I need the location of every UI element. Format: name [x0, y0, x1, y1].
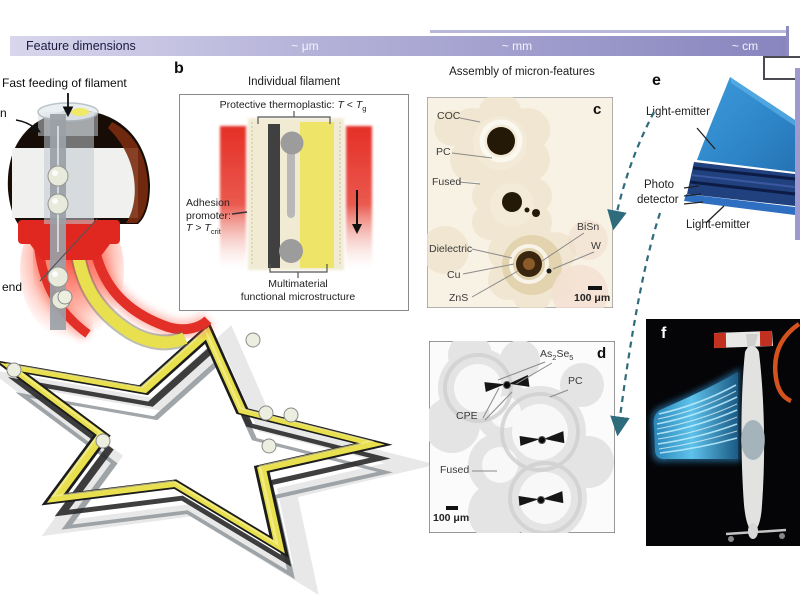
label-w: W	[591, 240, 601, 252]
scale-bar-c	[588, 286, 602, 290]
yellow-core	[300, 122, 334, 268]
panel-a-top-label: Fast feeding of filament	[2, 76, 127, 90]
red-cladding-right	[346, 126, 372, 268]
bowtie-features	[484, 375, 565, 506]
panel-b-protective-label: Protective thermoplastic: T < Tg	[219, 99, 367, 114]
dark-electrode	[268, 124, 280, 268]
scale-bar-end-tick	[786, 26, 789, 66]
airplane	[713, 330, 787, 542]
light-emitter-bottom-sheet	[684, 194, 795, 215]
red-cladding-left	[220, 126, 246, 268]
label-as2se5: As2Se5	[540, 348, 574, 363]
label-photo: Photo	[644, 179, 675, 191]
printer-nozzle	[7, 102, 150, 330]
printed-star	[0, 322, 430, 596]
label-cu: Cu	[447, 269, 461, 281]
label-light-emitter-top: Light-emitter	[646, 106, 710, 118]
panel-b-letter: b	[174, 60, 184, 77]
label-bisn: BiSn	[577, 221, 600, 233]
glowing-wing-fabric	[650, 368, 740, 463]
label-cpe: CPE	[456, 410, 478, 422]
label-coc: COC	[437, 110, 461, 122]
panel-b-title: Individual filament	[247, 76, 341, 88]
panel-a-leaders	[15, 93, 98, 282]
stack-side	[687, 162, 795, 206]
label-detector: detector	[637, 194, 679, 206]
sphere-bottom	[279, 239, 303, 263]
sphere-top	[280, 131, 304, 155]
panel-a-illustration	[0, 93, 430, 596]
scale-tick-um: ~ μm	[291, 39, 319, 53]
scale-bar-d	[446, 506, 458, 510]
panel-d-leader-lines	[472, 361, 569, 472]
label-light-emitter-bottom: Light-emitter	[686, 219, 750, 231]
scale-bar-label: Feature dimensions	[26, 39, 136, 53]
scale-text-d: 100 μm	[433, 512, 470, 524]
panel-d-micrograph	[429, 341, 615, 533]
scale-tick-cm: ~ cm	[731, 39, 759, 53]
scale-bar-topline	[430, 30, 787, 33]
legend-box-cutoff	[763, 56, 800, 80]
panel-c-leader-lines	[451, 117, 595, 298]
label-dielectric: Dielectric	[429, 243, 473, 255]
label-fused-c: Fused	[432, 176, 462, 188]
scale-tick-mm: ~ mm	[501, 39, 533, 53]
panel-d-letter: d	[597, 345, 607, 362]
panel-f-photo	[646, 319, 800, 546]
panel-c-title: Assembly of micron-features	[449, 66, 595, 78]
label-zns: ZnS	[449, 292, 469, 304]
micro-features	[479, 119, 552, 284]
panel-e-letter: e	[652, 72, 661, 89]
scale-text-c: 100 μm	[574, 292, 611, 304]
purple-sheet-edge	[795, 68, 800, 240]
panel-f-letter: f	[661, 325, 667, 342]
panel-e-leader-lines	[683, 127, 725, 224]
panel-b-bottom-label: Multimaterial functional microstructure	[240, 278, 356, 303]
gray-rod	[287, 150, 295, 218]
panel-c-letter: c	[593, 101, 602, 118]
panel-e-fabric-stack	[683, 68, 800, 240]
power-cord	[772, 322, 800, 404]
star-spheres	[6, 289, 299, 454]
label-fused-d: Fused	[440, 464, 470, 476]
panel-a-fragment-end: end	[2, 280, 23, 294]
panel-b-diagram	[220, 111, 372, 278]
label-pc-d: PC	[568, 375, 583, 387]
fused-filament-blobs	[429, 341, 614, 533]
protective-text: Protective thermoplastic:	[219, 99, 338, 111]
scale-bar: Feature dimensions ~ μm ~ mm ~ cm	[10, 36, 787, 56]
panel-c-micrograph	[427, 97, 613, 308]
label-pc-c: PC	[436, 146, 451, 158]
panel-b-adhesion-label: Adhesion promoter: T > Tcrit	[186, 197, 231, 237]
light-emitter-top-sheet	[697, 77, 795, 172]
panel-a-fragment-n: n	[0, 106, 7, 120]
